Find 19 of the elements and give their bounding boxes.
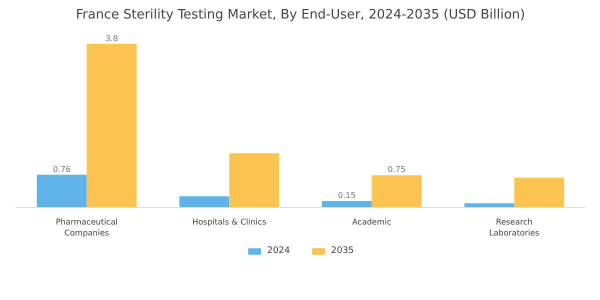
bar bbox=[36, 174, 87, 208]
bar bbox=[322, 201, 372, 208]
bar bbox=[179, 196, 230, 208]
legend-label: 2024 bbox=[267, 246, 290, 256]
bar bbox=[86, 44, 137, 208]
bar bbox=[514, 178, 564, 208]
bar bbox=[229, 153, 280, 208]
x-tick-label: Hospitals & Clinics bbox=[192, 218, 266, 226]
legend-label: 2035 bbox=[331, 246, 354, 256]
data-label: 0.15 bbox=[338, 191, 356, 200]
x-tick-label: Academic bbox=[352, 218, 392, 226]
chart-title: France Sterility Testing Market, By End-User, 2024-2035 (USD Billion) bbox=[76, 8, 526, 22]
x-tick-label: Pharmaceutical Companies bbox=[56, 218, 118, 238]
bar bbox=[372, 175, 422, 208]
data-label: 3.8 bbox=[105, 34, 118, 43]
data-label: 0.76 bbox=[52, 164, 71, 174]
x-tick-label: Research Laboratories bbox=[489, 218, 540, 238]
data-label: 0.75 bbox=[388, 165, 406, 174]
bar bbox=[464, 203, 514, 208]
